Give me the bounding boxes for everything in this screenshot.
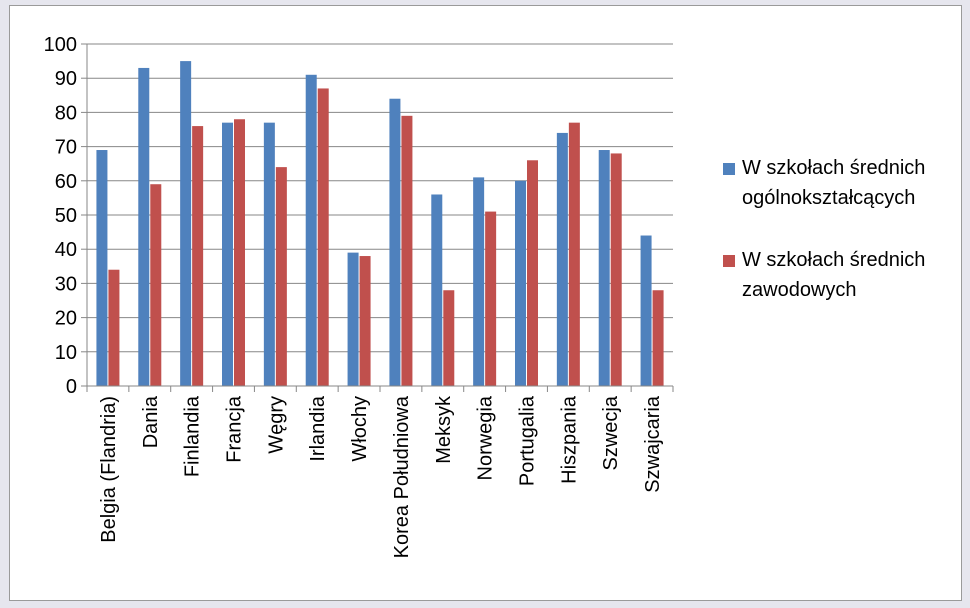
bar [557, 133, 568, 386]
x-tick-label: Węgry [265, 396, 287, 454]
y-tick-label: 90 [55, 68, 77, 90]
bar [641, 236, 652, 386]
legend-label-general: W szkołach średnich ogólnokształcących [742, 153, 963, 213]
bar [653, 290, 664, 386]
bar [222, 123, 233, 386]
bar [108, 270, 119, 386]
bar [485, 212, 496, 386]
y-tick-label: 10 [55, 342, 77, 364]
bar [401, 116, 412, 386]
x-tick-label: Szwajcaria [642, 395, 664, 493]
legend-label-vocational: W szkołach średnich zawodowych [742, 245, 963, 305]
bar [431, 194, 442, 386]
x-tick-label: Finlandia [182, 395, 204, 477]
bar [96, 150, 107, 386]
bar [348, 253, 359, 386]
bar [276, 167, 287, 386]
bar [264, 123, 275, 386]
y-tick-label: 80 [55, 102, 77, 124]
bar [515, 181, 526, 386]
bar [192, 126, 203, 386]
y-tick-label: 20 [55, 308, 77, 330]
bar [234, 119, 245, 386]
y-tick-label: 70 [55, 137, 77, 159]
x-tick-label: Irlandia [307, 395, 329, 461]
legend-swatch-general [723, 163, 735, 175]
bar [599, 150, 610, 386]
x-tick-label: Meksyk [433, 395, 455, 464]
legend: W szkołach średnich ogólnokształcących W… [723, 153, 963, 337]
x-tick-label: Norwegia [475, 395, 497, 480]
x-tick-label: Hiszpania [558, 395, 580, 484]
y-tick-label: 60 [55, 171, 77, 193]
bar [611, 153, 622, 386]
bar [360, 256, 371, 386]
x-tick-label: Włochy [349, 396, 371, 462]
bar [389, 99, 400, 386]
y-tick-label: 0 [66, 376, 77, 398]
y-tick-label: 100 [44, 34, 77, 56]
x-tick-label: Szwecja [600, 395, 622, 470]
legend-entry-general: W szkołach średnich ogólnokształcących [723, 153, 963, 213]
y-tick-label: 40 [55, 239, 77, 261]
bar [443, 290, 454, 386]
chart-frame: 0 10 20 30 40 50 60 70 80 90 100 Belgia (Flandria) D… [9, 5, 962, 601]
bar [306, 75, 317, 386]
x-tick-label: Francja [224, 395, 246, 463]
bar [150, 184, 161, 386]
bar [180, 61, 191, 386]
y-tick-label: 30 [55, 273, 77, 295]
x-tick-label: Portugalia [517, 395, 539, 486]
x-tick-label: Belgia (Flandria) [98, 396, 120, 543]
bar [138, 68, 149, 386]
x-tick-label: Dania [140, 395, 162, 448]
bar [318, 88, 329, 386]
bar [473, 177, 484, 386]
bar [569, 123, 580, 386]
legend-swatch-vocational [723, 255, 735, 267]
bar [527, 160, 538, 386]
y-tick-label: 50 [55, 205, 77, 227]
legend-entry-vocational: W szkołach średnich zawodowych [723, 245, 963, 305]
x-tick-label: Korea Południowa [391, 395, 413, 558]
